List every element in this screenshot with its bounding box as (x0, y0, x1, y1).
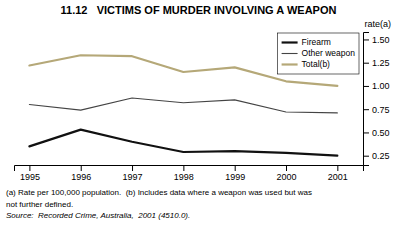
x-axis: 1995 1996 1997 1998 1999 2000 2001 (15, 165, 364, 182)
y-tick-label: 0.75 (372, 105, 390, 115)
legend-frame (278, 33, 359, 74)
y-tick: 1.50 (363, 35, 390, 45)
legend-swatch (282, 53, 298, 54)
x-tick-mark (29, 165, 30, 171)
x-tick-label: 2001 (328, 172, 348, 182)
y-axis-line (364, 33, 370, 166)
x-tick-label: 2000 (276, 172, 296, 182)
y-axis-label: rate(a) (364, 19, 391, 29)
y-tick-label: 1.25 (372, 58, 390, 68)
legend-swatch (282, 41, 298, 43)
footnote: (a) Rate per 100,000 population. (b) Inc… (6, 188, 312, 197)
series-line (29, 130, 337, 156)
footnote: Source: Recorded Crime, Australia, 2001 … (6, 211, 190, 220)
x-tick-mark (81, 165, 82, 171)
y-tick-label: 0.50 (372, 128, 390, 138)
x-axis-line (15, 166, 364, 172)
x-tick-mark (337, 165, 338, 171)
x-tick: 1998 (174, 165, 194, 182)
y-tick-label: 1.50 (372, 35, 390, 45)
x-tick: 1995 (20, 165, 40, 182)
y-tick-mark (363, 109, 369, 110)
x-tick: 2001 (328, 165, 348, 182)
footnote: not further defined. (6, 200, 73, 209)
y-tick: 0.25 (363, 151, 390, 161)
y-tick: 1.00 (363, 81, 390, 91)
legend-label: Firearm (302, 37, 331, 47)
x-tick: 2000 (276, 165, 296, 182)
x-tick-mark (286, 165, 287, 171)
chart: 11.12 VICTIMS OF MURDER INVOLVING A WEAP… (0, 0, 397, 227)
x-tick-label: 1995 (20, 172, 40, 182)
y-tick: 0.50 (363, 128, 390, 138)
x-tick-label: 1999 (225, 172, 245, 182)
series-line (29, 98, 337, 113)
legend-label: Other weapon (302, 48, 356, 58)
legend: FirearmOther weaponTotal(b) (278, 33, 359, 74)
y-tick: 1.25 (363, 58, 390, 68)
x-tick: 1997 (123, 165, 143, 182)
plot: 1995 1996 1997 1998 1999 2000 2001 0.25 0.50 0.75… (15, 33, 390, 183)
x-tick-mark (183, 165, 184, 171)
y-axis: 0.25 0.50 0.75 1.00 1.25 1.50 (363, 33, 390, 166)
x-tick-label: 1997 (123, 172, 143, 182)
legend-swatch (282, 63, 298, 65)
x-tick-label: 1998 (174, 172, 194, 182)
y-tick-mark (363, 132, 369, 133)
x-tick-label: 1996 (71, 172, 91, 182)
legend-label: Total(b) (302, 59, 331, 69)
y-tick-mark (363, 39, 369, 40)
x-tick-mark (235, 165, 236, 171)
y-tick: 0.75 (363, 105, 390, 115)
x-tick: 1999 (225, 165, 245, 182)
x-tick: 1996 (71, 165, 91, 182)
y-tick-mark (363, 63, 369, 64)
x-tick-mark (132, 165, 133, 171)
y-tick-mark (363, 86, 369, 87)
title: 11.12 VICTIMS OF MURDER INVOLVING A WEAP… (61, 4, 337, 16)
y-tick-label: 0.25 (372, 151, 390, 161)
y-tick-mark (363, 156, 369, 157)
y-tick-label: 1.00 (372, 81, 390, 91)
